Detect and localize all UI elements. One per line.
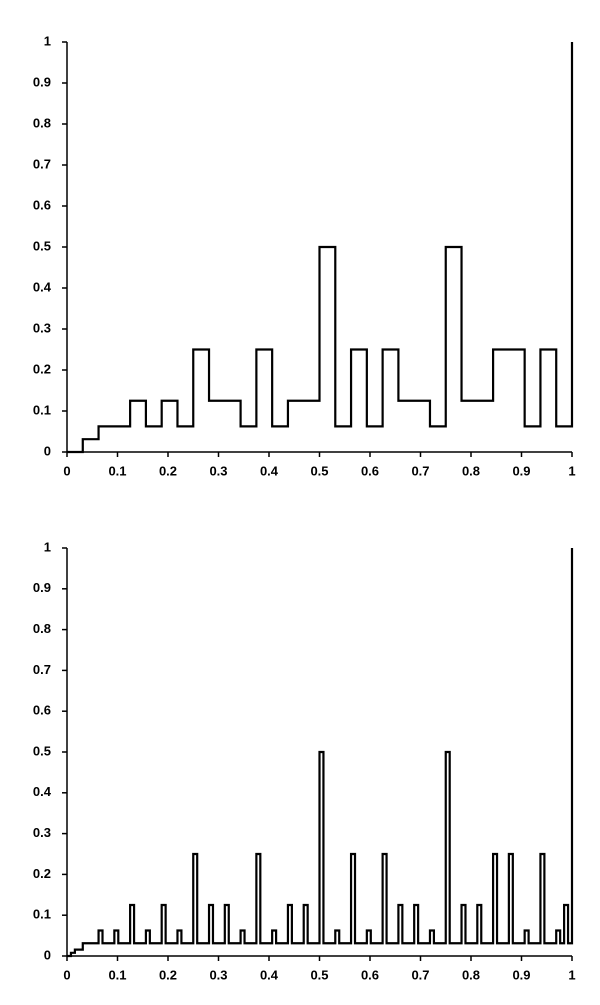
y-tick-label: 0 bbox=[44, 443, 51, 458]
y-tick-label: 0.7 bbox=[33, 156, 51, 171]
y-tick-label: 0.5 bbox=[33, 743, 51, 758]
y-tick-label: 0.7 bbox=[33, 662, 51, 677]
y-tick-label: 0.2 bbox=[33, 361, 51, 376]
x-tick-label: 0.9 bbox=[512, 463, 530, 478]
y-tick-label: 0.8 bbox=[33, 115, 51, 130]
x-tick-label: 0.4 bbox=[260, 967, 279, 982]
y-tick-label: 0.9 bbox=[33, 580, 51, 595]
x-tick-label: 0.6 bbox=[361, 463, 379, 478]
y-tick-label: 0.5 bbox=[33, 238, 51, 253]
x-tick-label: 0.7 bbox=[411, 463, 429, 478]
x-tick-label: 0.1 bbox=[108, 463, 126, 478]
x-tick-label: 0.8 bbox=[462, 967, 480, 982]
x-tick-label: 0.2 bbox=[159, 463, 177, 478]
x-tick-label: 0.5 bbox=[310, 463, 328, 478]
step-line bbox=[67, 42, 574, 454]
x-tick-label: 0.7 bbox=[411, 967, 429, 982]
x-tick-label: 0 bbox=[63, 463, 70, 478]
y-tick-label: 0.6 bbox=[33, 703, 51, 718]
y-tick-label: 0.2 bbox=[33, 866, 51, 881]
x-tick-label: 0.8 bbox=[462, 463, 480, 478]
step-line bbox=[67, 548, 574, 958]
x-tick-label: 1 bbox=[568, 967, 575, 982]
y-tick-label: 1 bbox=[44, 33, 51, 48]
y-tick-label: 0.1 bbox=[33, 402, 51, 417]
y-tick-label: 0 bbox=[44, 947, 51, 962]
x-tick-label: 0.1 bbox=[108, 967, 126, 982]
y-tick-label: 0.9 bbox=[33, 74, 51, 89]
x-tick-label: 0.5 bbox=[310, 967, 328, 982]
x-tick-label: 1 bbox=[568, 463, 575, 478]
y-tick-label: 0.4 bbox=[33, 784, 52, 799]
y-tick-label: 0.1 bbox=[33, 907, 51, 922]
y-tick-label: 0.8 bbox=[33, 621, 51, 636]
x-tick-label: 0.3 bbox=[209, 967, 227, 982]
y-tick-label: 0.3 bbox=[33, 320, 51, 335]
x-tick-label: 0.2 bbox=[159, 967, 177, 982]
x-tick-label: 0.6 bbox=[361, 967, 379, 982]
x-tick-label: 0.4 bbox=[260, 463, 279, 478]
x-tick-label: 0.9 bbox=[512, 967, 530, 982]
y-tick-label: 0.3 bbox=[33, 825, 51, 840]
y-tick-label: 0.6 bbox=[33, 197, 51, 212]
x-tick-label: 0 bbox=[63, 967, 70, 982]
y-tick-label: 0.4 bbox=[33, 279, 52, 294]
y-tick-label: 1 bbox=[44, 539, 51, 554]
x-tick-label: 0.3 bbox=[209, 463, 227, 478]
